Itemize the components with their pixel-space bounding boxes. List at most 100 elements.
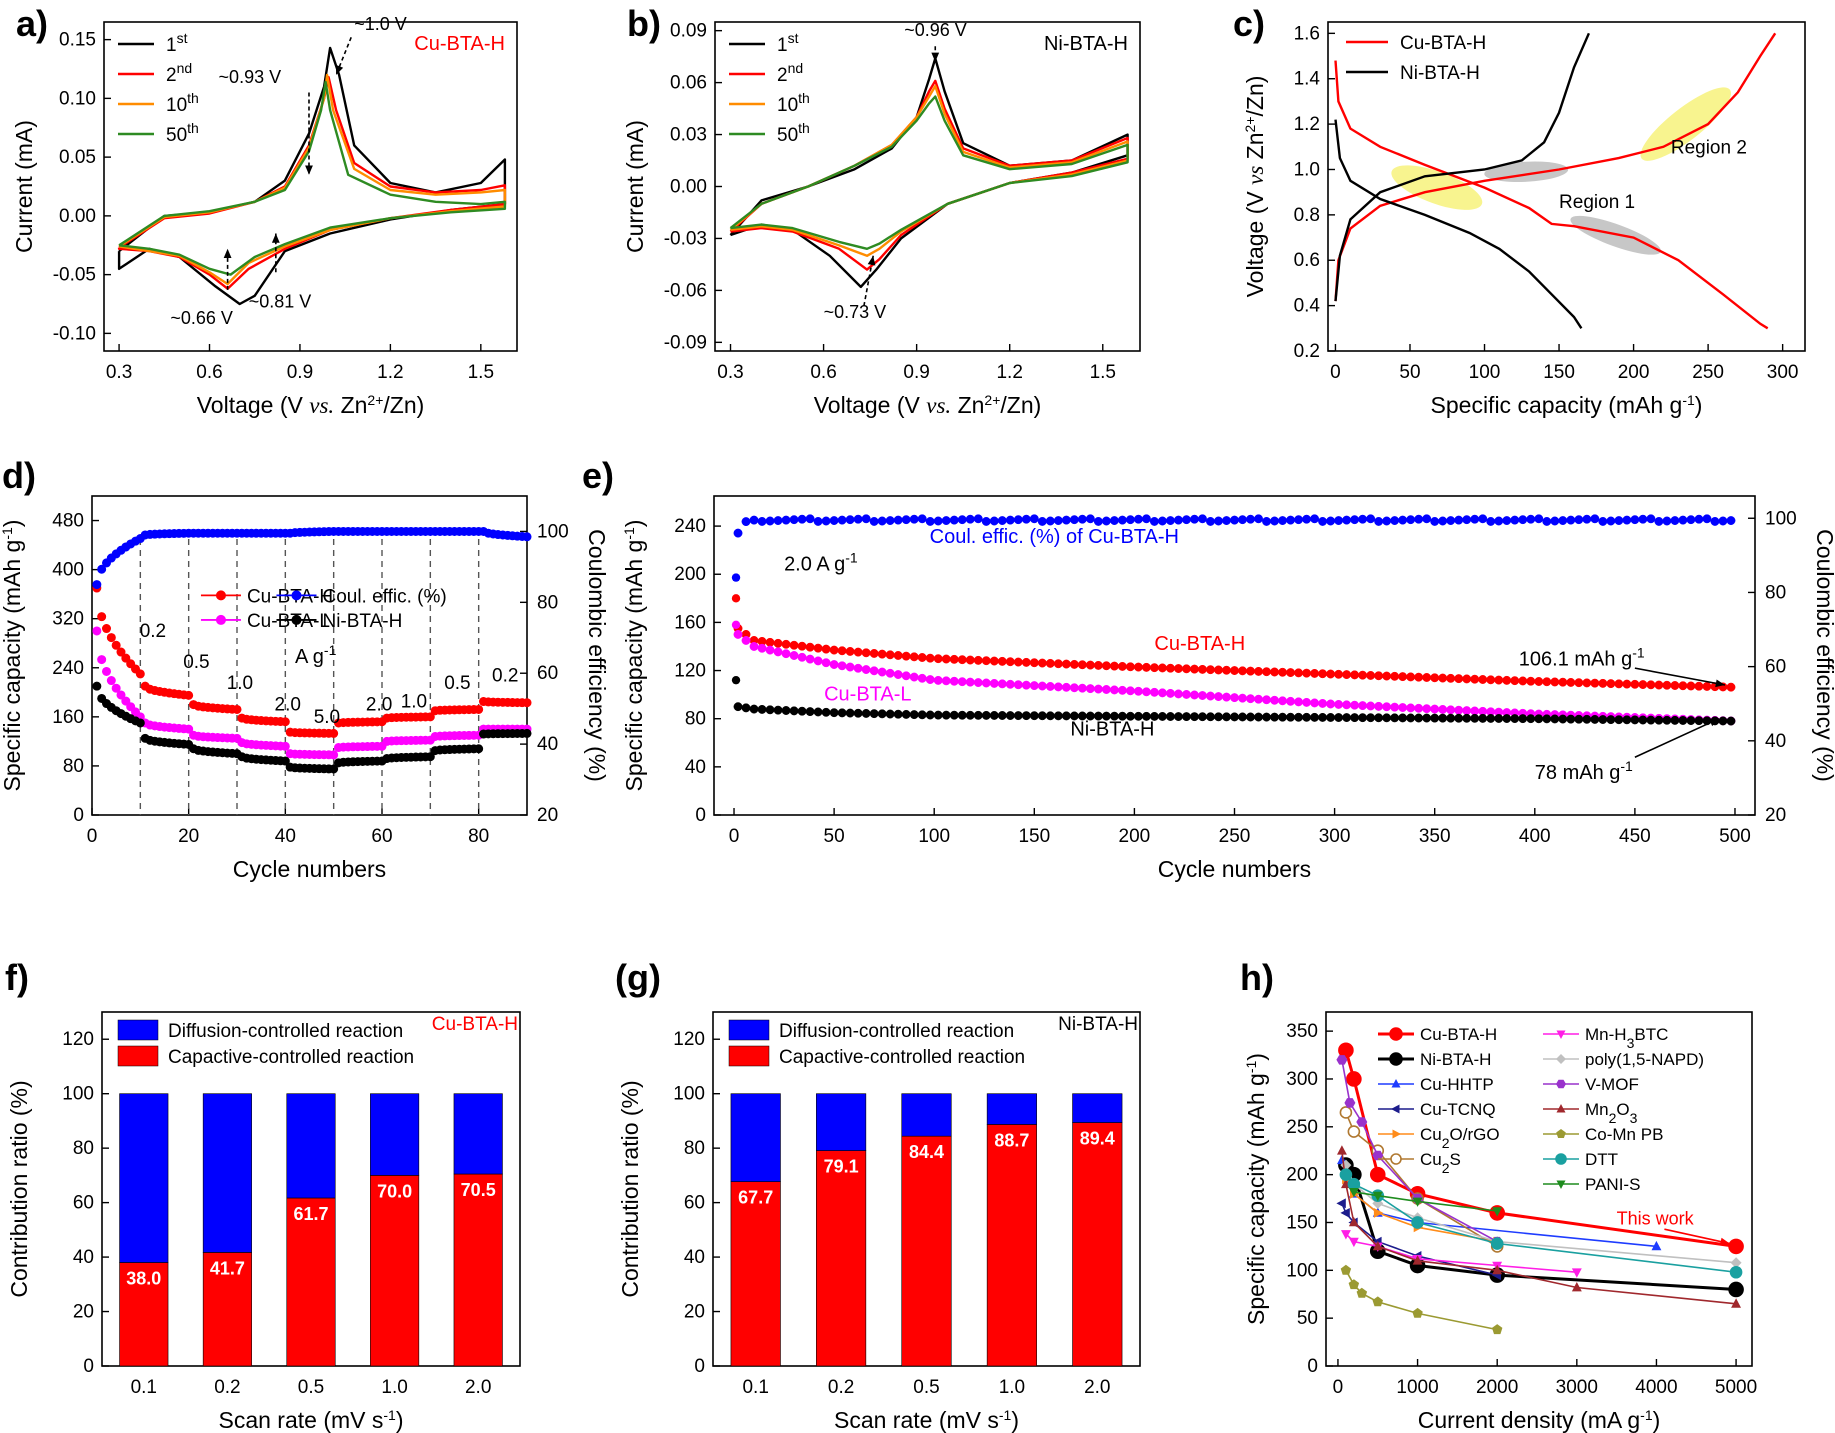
data-point-Ni-BTA-H <box>1438 713 1448 723</box>
data-point-Ni-BTA-H <box>837 708 847 718</box>
data-point <box>1340 1264 1352 1275</box>
chart-panel-d: 0 20 40 60 80 0 80 160 240 320 400 480 Cycle numbers… <box>0 455 610 882</box>
data-point-Cu-BTA-L <box>1278 696 1287 706</box>
y-axis-label: Current (mA) <box>11 120 37 253</box>
data-point-Cu-BTA-L <box>1302 697 1312 707</box>
y2-tick-label: 100 <box>1765 508 1797 529</box>
data-point-Cu-BTA-H <box>1294 668 1304 678</box>
y-tick-label: 0.06 <box>670 73 707 94</box>
bar-value-label: 70.0 <box>377 1181 412 1201</box>
data-point-Coul. effic. (%) of Cu-BTA-H <box>1478 514 1488 524</box>
data-point-Cu-BTA-H <box>1310 668 1320 678</box>
data-point-Cu-BTA-L <box>1165 688 1175 698</box>
y2-tick-label: 80 <box>1765 582 1786 603</box>
data-point-Coul. effic. (%) of Cu-BTA-H <box>1518 515 1528 525</box>
text-part: g <box>0 540 25 553</box>
data-point-Coul. effic. (%) of Cu-BTA-H <box>949 515 959 525</box>
data-point-Cu-BTA-L <box>1125 686 1135 696</box>
data-point-Coul. effic. (%) of Cu-BTA-H <box>1149 516 1159 526</box>
plot-frame <box>1325 1011 1753 1367</box>
data-point-Ni-BTA-H <box>933 710 943 720</box>
data-point-Cu-BTA-H <box>1286 668 1296 678</box>
legend-label: Ni-BTA-H <box>322 611 402 632</box>
data-point-Cu-BTA-L <box>1374 701 1384 711</box>
annotation-arrow-line <box>1664 1228 1730 1245</box>
data-point-Cu-BTA-L <box>1021 680 1031 690</box>
legend-label: Mn2O3 <box>1585 1100 1638 1126</box>
text-part: -1 <box>0 527 15 540</box>
data-point <box>1348 1279 1360 1290</box>
data-point-Ni-BTA-H <box>1694 716 1704 726</box>
data-point-Coul. effic. (%) of Cu-BTA-H <box>1093 516 1103 526</box>
text-part: 2 <box>777 65 788 86</box>
data-point-Cu-BTA-H <box>861 648 871 658</box>
data-point-Coul. effic. (%) of Cu-BTA-H <box>1165 516 1175 526</box>
legend-label: 2nd <box>777 60 803 86</box>
data-point-Cu-BTA-H <box>111 640 121 650</box>
data-point-Cu-BTA-L <box>893 670 903 679</box>
data-point <box>1556 1079 1566 1089</box>
data-point-Coul. effic. (%) of Cu-BTA-H <box>1190 514 1199 524</box>
data-point-Coul. effic. (%) of Cu-BTA-H <box>1710 516 1720 526</box>
data-point-Ni-BTA-H <box>797 706 807 716</box>
data-point-Coul. effic. (%) of Cu-BTA-H <box>1037 516 1047 526</box>
data-point-Ni-BTA-H <box>1478 713 1488 723</box>
data-point-Coul. effic. (%) of Cu-BTA-H <box>1670 516 1680 526</box>
legend-label: Cu-BTA-H <box>1420 1025 1497 1044</box>
data-point-Cu-BTA-L <box>981 678 991 688</box>
annotation-text: Region 1 <box>1559 192 1635 213</box>
data-point-Ni-BTA-H <box>1358 713 1368 723</box>
text-part: poly(1,5-NAPD) <box>1585 1050 1704 1069</box>
rate-label: 0.2 <box>140 621 166 642</box>
data-point-Coul. effic. (%) of Cu-BTA-H <box>1582 514 1592 524</box>
data-point-Cu-BTA-L <box>1077 683 1087 693</box>
text-part: Co-Mn PB <box>1585 1125 1663 1144</box>
data-point-Coul. effic. (%) of Cu-BTA-H <box>1157 516 1167 526</box>
data-point-Coul. effic. (%) of Cu-BTA-H <box>1646 514 1656 524</box>
data-point-Cu-BTA-L <box>280 741 290 751</box>
data-point-Ni-BTA-H <box>997 711 1007 720</box>
text-part: /Zn) <box>1000 392 1041 418</box>
y-tick-label: 80 <box>63 756 84 777</box>
text-part: H <box>1614 1025 1626 1044</box>
panel-label: a) <box>16 3 48 44</box>
annotation-arrow-head <box>335 64 344 75</box>
data-point-Ni-BTA-H <box>329 764 339 774</box>
data-point-Cu-BTA-L <box>805 654 815 664</box>
rate-label: 0.5 <box>183 652 209 673</box>
data-point-Coul. effic. (%) of Cu-BTA-H <box>1566 515 1576 525</box>
series-curve-10th <box>729 84 1129 257</box>
data-point-Ni-BTA-H <box>1646 715 1656 725</box>
bar-diffusion <box>1072 1093 1123 1123</box>
y-tick-label: 20 <box>73 1302 94 1323</box>
text-part: g <box>1670 392 1683 418</box>
data-point-Cu-BTA-L <box>1286 696 1296 706</box>
data-point-Coul. effic. (%) of Cu-BTA-H <box>845 515 855 525</box>
data-point-Coul. effic. (%) of Cu-BTA-H <box>765 516 775 526</box>
text-part: Coulombic efficiency (%) <box>584 529 610 782</box>
data-point-Coul. effic. (%) of Cu-BTA-H <box>1422 514 1432 524</box>
data-point-Ni-BTA-H <box>749 704 759 714</box>
annotation-text: 78 mAh g-1 <box>1535 758 1633 784</box>
data-point-Cu-BTA-H <box>1366 671 1376 680</box>
data-point-Cu-BTA-L <box>797 652 807 662</box>
data-point-Ni-BTA-H <box>1494 714 1504 723</box>
chart-panel-g: 0.1 0.2 0.5 1.0 2.0 0 20 40 60 80 100 120 Scan rate … <box>615 957 1141 1433</box>
y-tick-label: 120 <box>673 1029 705 1050</box>
annotation-text: ~0.81 V <box>249 292 312 312</box>
x-tick-label: 300 <box>1319 826 1351 847</box>
x-tick-label: 0.9 <box>287 362 313 383</box>
data-point-Cu-BTA-L <box>1382 702 1392 712</box>
data-point-Coul. effic. (%) of Cu-BTA-H <box>1173 515 1183 525</box>
text-part: 1 <box>777 35 788 56</box>
data-point-Cu-BTA-L <box>829 660 839 669</box>
text-part: -1 <box>1640 1407 1653 1423</box>
data-point-Cu-BTA-L <box>733 629 743 639</box>
data-point-Coul. effic. (%) of Cu-BTA-H <box>1382 516 1392 526</box>
data-point-Ni-BTA-H <box>765 705 775 715</box>
y2-tick-label: 100 <box>537 521 569 542</box>
text-part: 10 <box>166 95 187 116</box>
data-point-Cu-BTA-L <box>1438 705 1448 714</box>
data-point-Cu-BTA-L <box>1182 690 1191 699</box>
data-point <box>1411 1216 1424 1229</box>
